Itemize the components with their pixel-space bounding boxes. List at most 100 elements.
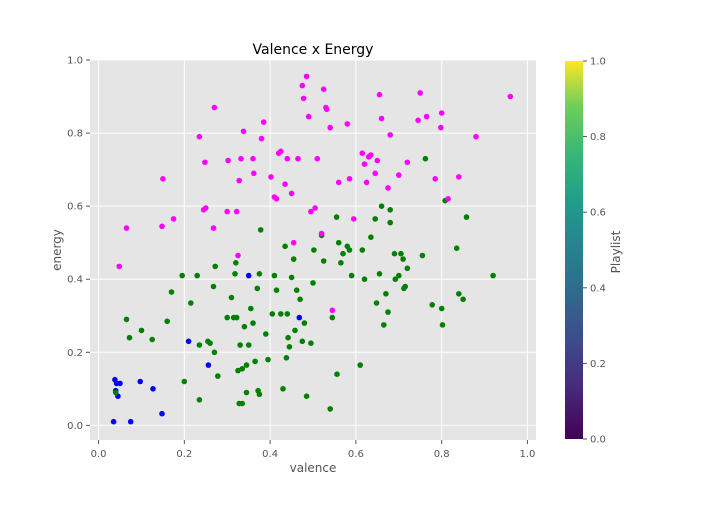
data-point-green (404, 265, 411, 272)
data-point-magenta (224, 208, 230, 215)
data-point-green (460, 296, 466, 303)
colorbar-tick-label: 0.8 (590, 132, 606, 143)
data-point-green (126, 334, 133, 341)
data-point-blue (150, 386, 156, 392)
data-point-green (149, 336, 155, 343)
data-point-magenta (374, 157, 381, 164)
data-point-green (278, 311, 284, 317)
data-point-green (252, 358, 258, 365)
data-point-green (211, 349, 218, 356)
data-point-magenta (415, 117, 421, 124)
data-point-magenta (240, 128, 247, 135)
data-point-magenta (368, 152, 374, 158)
data-point-magenta (238, 155, 244, 162)
data-point-green (243, 389, 250, 396)
data-point-magenta (312, 205, 318, 211)
data-point-green (207, 340, 213, 347)
data-point-green (248, 305, 254, 312)
data-point-magenta (361, 161, 368, 167)
data-point-magenta (320, 86, 327, 92)
data-point-magenta (385, 185, 391, 191)
data-point-green (168, 289, 175, 295)
data-point-green (335, 239, 342, 246)
data-point-green (235, 367, 241, 374)
data-point-green (282, 243, 288, 250)
data-point-green (396, 272, 402, 279)
colorbar-tick-label: 0.0 (590, 435, 606, 446)
data-point-magenta (300, 95, 307, 102)
data-point-green (210, 283, 217, 290)
data-point-magenta (308, 208, 314, 215)
data-point-magenta (314, 155, 321, 162)
data-point-magenta (203, 205, 209, 211)
data-point-green (301, 320, 308, 326)
colorbar-tick-label: 0.6 (590, 208, 606, 219)
data-point-green (254, 285, 261, 292)
data-point-green (280, 386, 286, 392)
data-point-magenta (473, 133, 479, 140)
data-point-green (327, 406, 334, 412)
data-point-magenta (260, 119, 267, 125)
data-point-green (237, 342, 243, 348)
data-point-magenta (282, 181, 288, 187)
data-point-green (381, 322, 387, 328)
y-tick-label: 0.8 (67, 129, 83, 140)
data-point-green (378, 203, 385, 209)
data-point-blue (205, 362, 212, 368)
data-point-green (373, 300, 380, 306)
data-point-green (372, 216, 379, 222)
data-point-green (334, 371, 340, 378)
data-point-green (348, 272, 355, 279)
data-point-green (297, 296, 303, 303)
data-point-green (340, 250, 346, 257)
data-point-green (188, 300, 194, 306)
data-point-magenta (159, 223, 165, 230)
data-point-magenta (202, 159, 208, 166)
data-point-green (256, 271, 263, 277)
data-point-magenta (210, 225, 217, 231)
data-point-green (293, 287, 300, 294)
data-point-green (196, 342, 203, 348)
data-point-magenta (335, 179, 342, 186)
data-point-green (265, 356, 271, 363)
x-axis-ticks: 0.0 0.2 0.4 0.6 0.8 1.0 (91, 440, 535, 460)
data-point-magenta (235, 252, 241, 259)
data-points (110, 73, 514, 425)
x-tick-label: 0.4 (262, 449, 278, 460)
data-point-magenta (423, 113, 430, 120)
y-tick-label: 0.4 (67, 275, 83, 286)
data-point-green (346, 247, 353, 253)
data-point-green (439, 322, 446, 328)
data-point-green (361, 276, 368, 283)
data-point-green (338, 260, 344, 266)
data-point-green (308, 340, 314, 347)
data-point-green (112, 389, 119, 396)
colorbar-tick-label: 0.2 (590, 359, 606, 370)
data-point-magenta (323, 106, 330, 113)
y-tick-label: 0.6 (67, 202, 83, 213)
data-point-magenta (438, 110, 445, 116)
data-point-blue (245, 272, 252, 279)
data-point-green (245, 342, 252, 348)
data-point-green (164, 318, 170, 325)
data-point-magenta (170, 216, 177, 222)
data-point-green (391, 250, 398, 257)
data-point-green (400, 256, 406, 262)
data-point-magenta (363, 179, 370, 186)
data-point-green (429, 302, 436, 308)
data-point-magenta (376, 91, 383, 98)
data-point-magenta (225, 157, 231, 164)
y-axis-label: energy (50, 229, 64, 271)
data-point-magenta (378, 115, 385, 122)
data-point-magenta (346, 176, 353, 182)
y-tick-label: 1.0 (67, 56, 83, 67)
data-point-green (299, 338, 306, 345)
data-point-magenta (278, 148, 284, 155)
data-point-magenta (236, 177, 242, 184)
data-point-green (286, 344, 293, 350)
y-axis-ticks: 0.0 0.2 0.4 0.6 0.8 1.0 (67, 56, 90, 432)
data-point-magenta (273, 196, 280, 202)
data-point-green (181, 378, 188, 385)
data-point-green (273, 287, 280, 294)
